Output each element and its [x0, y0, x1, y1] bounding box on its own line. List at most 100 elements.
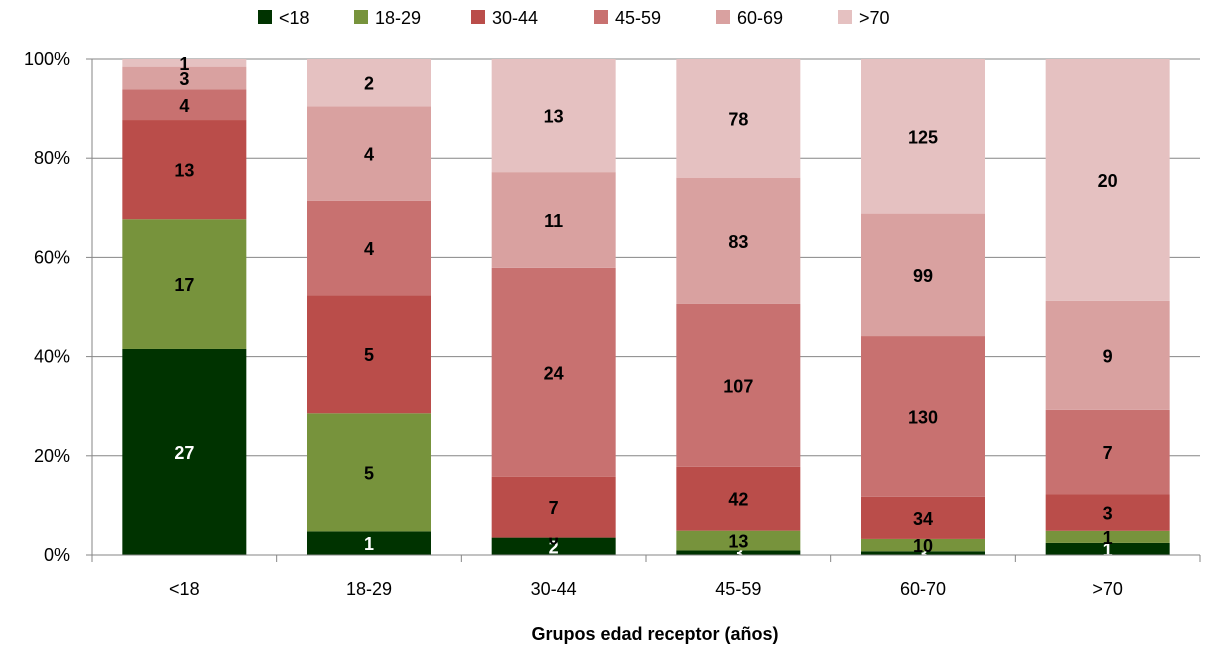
data-label: 13 [728, 532, 748, 552]
y-tick-label: 100% [24, 49, 70, 69]
bar-segment [861, 59, 985, 214]
y-tick-label: 20% [34, 446, 70, 466]
bar-segment [1045, 300, 1170, 410]
legend-item: 60-69 [716, 8, 783, 28]
data-label: 83 [728, 232, 748, 252]
x-tick-label: <18 [169, 579, 200, 599]
data-label: 130 [908, 407, 938, 427]
legend-item: 30-44 [471, 8, 538, 28]
y-tick-label: 0% [44, 545, 70, 565]
data-label: 3 [179, 69, 189, 89]
bar-segment [307, 531, 431, 555]
gridlines: 0% 20% 40% 60% 80% 100% [24, 49, 1200, 565]
bar-segment [491, 476, 616, 538]
bar-segment [676, 303, 801, 467]
bars: 2717134311554422072411133134210783783103… [122, 54, 1170, 564]
bar-segment [307, 295, 431, 414]
data-label: 3 [733, 544, 743, 564]
data-label: 4 [364, 239, 374, 259]
data-label: 24 [544, 363, 564, 383]
legend-item: >70 [838, 8, 890, 28]
bar-segment [676, 177, 801, 304]
bar-segment [1045, 59, 1170, 301]
bar-segment [861, 213, 985, 337]
bar-stack: 11 3 7 9 20 [1045, 59, 1170, 560]
bar-segment [122, 59, 247, 67]
bar-segment [307, 106, 431, 201]
legend-label: >70 [859, 8, 890, 28]
bar-segment [122, 120, 247, 220]
legend-swatch [258, 10, 272, 24]
data-label: 1 [364, 534, 374, 554]
legend-label: 18-29 [375, 8, 421, 28]
y-tick-label: 80% [34, 148, 70, 168]
bar-segment [122, 89, 247, 121]
legend-label: 30-44 [492, 8, 538, 28]
bar-segment [1045, 542, 1170, 555]
bar-stack: 310 34 130 99 125 [861, 59, 985, 564]
data-label: 7 [1103, 443, 1113, 463]
bar-segment [676, 530, 801, 551]
data-label: 3 [918, 544, 928, 564]
data-label: 1 [179, 54, 189, 74]
data-label: 5 [364, 345, 374, 365]
data-label: 17 [174, 275, 194, 295]
data-label: 34 [913, 509, 933, 529]
data-label: 99 [913, 266, 933, 286]
bar-segment [307, 413, 431, 532]
x-tick-label: 60-70 [900, 579, 946, 599]
data-label: 7 [549, 498, 559, 518]
data-label: 1 [1103, 528, 1113, 548]
data-label: 9 [1103, 346, 1113, 366]
bar-segment [676, 550, 801, 555]
bar-segment [491, 172, 616, 268]
legend-swatch [594, 10, 608, 24]
legend-label: 60-69 [737, 8, 783, 28]
x-tick-label: 30-44 [531, 579, 577, 599]
bar-segment [861, 538, 985, 552]
legend-item: 45-59 [594, 8, 661, 28]
data-label: 107 [723, 376, 753, 396]
data-label: 3 [1103, 504, 1113, 524]
legend-label: <18 [279, 8, 310, 28]
y-tick-label: 60% [34, 247, 70, 267]
bar-stack: 27 17 13 4 31 [122, 54, 247, 555]
bar-segment [861, 496, 985, 539]
bar-segment [861, 336, 985, 497]
data-label: 1 [1103, 540, 1113, 560]
legend-item: 18-29 [354, 8, 421, 28]
x-tick-label: 45-59 [715, 579, 761, 599]
data-label: 20 [1098, 171, 1118, 191]
data-label: 4 [179, 96, 189, 116]
x-tick-label: >70 [1092, 579, 1123, 599]
bar-stack: 1 5 5 4 4 2 [307, 59, 431, 555]
bar-stack: 20 7 24 11 13 [491, 59, 616, 557]
data-label: 27 [174, 443, 194, 463]
bar-segment [491, 267, 616, 477]
x-tick-label: 18-29 [346, 579, 392, 599]
data-label: 13 [544, 107, 564, 127]
legend: <18 18-29 30-44 45-59 60-69 >70 [258, 8, 890, 28]
data-label: 11 [544, 211, 563, 231]
legend-swatch [716, 10, 730, 24]
data-label: 2 [364, 74, 374, 94]
bar-segment [1045, 530, 1170, 543]
data-label: 4 [364, 144, 374, 164]
bar-segment [861, 551, 985, 555]
bar-segment [122, 348, 247, 555]
bar-segment [122, 66, 247, 90]
data-label: 13 [174, 161, 194, 181]
data-label: 78 [728, 109, 748, 129]
bar-segment [676, 466, 801, 531]
bar-segment [491, 59, 616, 173]
data-label: 5 [364, 463, 374, 483]
legend-swatch [354, 10, 368, 24]
bar-segment [1045, 409, 1170, 495]
bar-segment [122, 219, 247, 349]
legend-item: <18 [258, 8, 310, 28]
data-label: 0 [549, 529, 559, 549]
legend-swatch [471, 10, 485, 24]
bar-segment [1045, 494, 1170, 531]
